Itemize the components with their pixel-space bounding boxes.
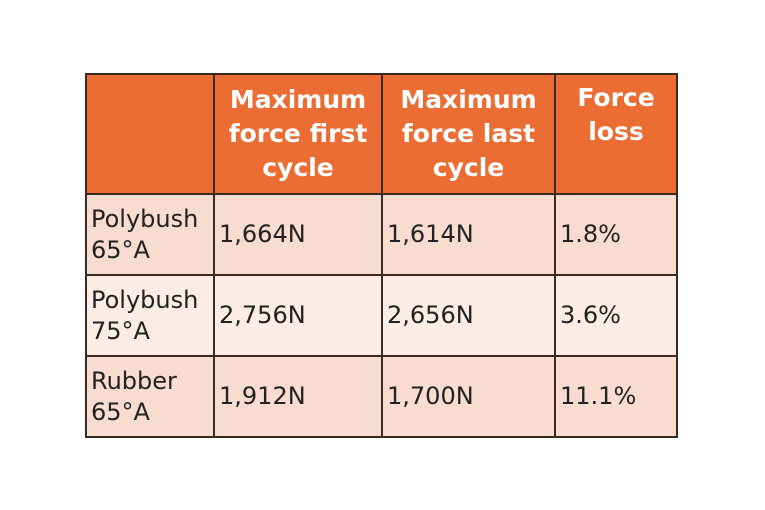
- force-loss-cell: 3.6%: [554, 274, 678, 357]
- row-label-cell: Polybush 65°A: [85, 193, 215, 276]
- header-empty-corner: [85, 73, 215, 195]
- table-row: Rubber 65°A 1,912N 1,700N 11.1%: [85, 355, 678, 438]
- table-container: Maximum force first cycle Maximum force …: [85, 73, 678, 438]
- force-loss-cell: 11.1%: [554, 355, 678, 438]
- header-line: loss: [588, 117, 644, 146]
- max-force-first-cell: 1,912N: [213, 355, 383, 438]
- header-line: cycle: [432, 153, 505, 182]
- table-row: Polybush 65°A 1,664N 1,614N 1.8%: [85, 193, 678, 276]
- max-force-last-cell: 1,700N: [381, 355, 556, 438]
- max-force-last-cell: 2,656N: [381, 274, 556, 357]
- row-label-line: 75°A: [91, 316, 150, 345]
- max-force-first-cell: 1,664N: [213, 193, 383, 276]
- header-max-force-first-cycle: Maximum force first cycle: [213, 73, 383, 195]
- header-force-loss: Force loss: [554, 73, 678, 195]
- header-line: cycle: [262, 153, 334, 182]
- header-line: Maximum: [229, 85, 367, 114]
- row-label-line: Polybush: [91, 204, 199, 233]
- table-header-row: Maximum force first cycle Maximum force …: [85, 73, 678, 195]
- row-label-cell: Polybush 75°A: [85, 274, 215, 357]
- force-comparison-table: Maximum force first cycle Maximum force …: [85, 73, 678, 438]
- max-force-first-cell: 2,756N: [213, 274, 383, 357]
- row-label-line: 65°A: [91, 397, 150, 426]
- row-label-line: Polybush: [91, 285, 199, 314]
- table-row: Polybush 75°A 2,756N 2,656N 3.6%: [85, 274, 678, 357]
- header-line: force first: [228, 119, 368, 148]
- row-label-line: Rubber: [91, 366, 177, 395]
- max-force-last-cell: 1,614N: [381, 193, 556, 276]
- row-label-cell: Rubber 65°A: [85, 355, 215, 438]
- row-label-line: 65°A: [91, 235, 150, 264]
- header-line: Maximum: [400, 85, 537, 114]
- header-max-force-last-cycle: Maximum force last cycle: [381, 73, 556, 195]
- force-loss-cell: 1.8%: [554, 193, 678, 276]
- header-line: Force: [577, 83, 655, 112]
- header-line: force last: [401, 119, 536, 148]
